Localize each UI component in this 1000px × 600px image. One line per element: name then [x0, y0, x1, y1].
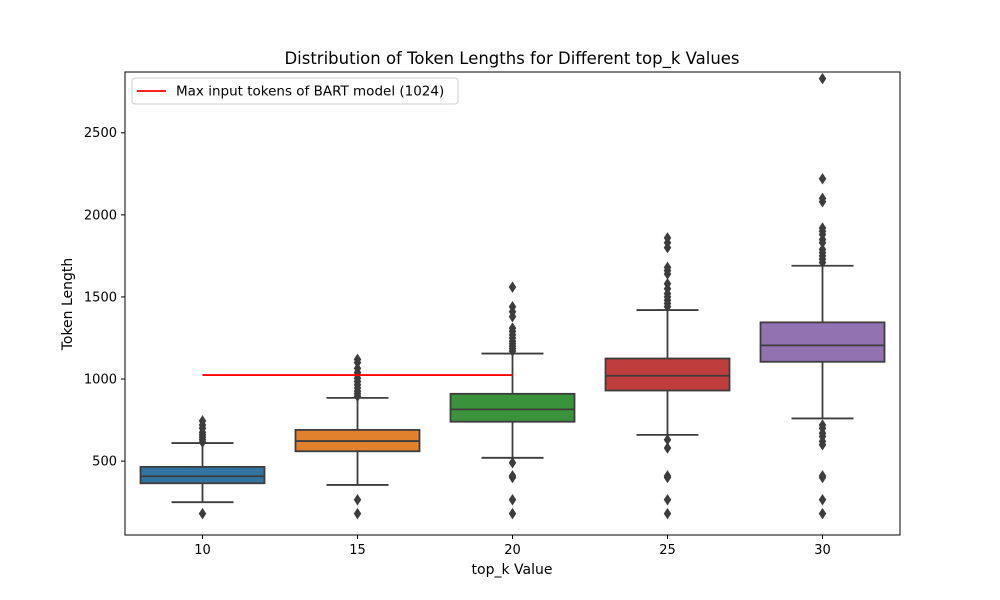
box-group — [139, 415, 266, 520]
outlier-point — [818, 419, 827, 431]
x-tick-label: 20 — [504, 543, 521, 558]
outlier-point — [663, 493, 672, 506]
x-tick-label: 10 — [194, 543, 211, 558]
outlier-point — [818, 243, 827, 256]
box-group — [294, 353, 421, 520]
outlier-point — [818, 507, 827, 520]
y-tick-label: 1500 — [84, 290, 117, 305]
outlier-point — [663, 470, 672, 482]
box-group — [759, 72, 886, 520]
box — [449, 392, 576, 423]
y-tick-label: 1000 — [84, 373, 117, 388]
y-axis-label: Token Length — [60, 258, 76, 352]
outlier-point — [818, 192, 827, 205]
outlier-point — [353, 353, 362, 366]
y-tick-label: 2000 — [84, 208, 117, 223]
y-tick-label: 500 — [92, 455, 117, 470]
box — [759, 321, 886, 363]
outlier-point — [353, 493, 362, 506]
y-tick-label: 2500 — [84, 126, 117, 141]
outlier-point — [818, 493, 827, 506]
outlier-point — [663, 442, 672, 454]
box-group — [449, 281, 576, 520]
outlier-point — [508, 301, 517, 313]
outlier-point — [198, 415, 207, 427]
outlier-point — [818, 470, 827, 482]
legend-frame — [131, 77, 459, 105]
outlier-point — [508, 281, 517, 293]
outlier-point — [663, 507, 672, 520]
y-axis: 500 1000 1500 2000 2500 — [84, 126, 125, 470]
outlier-point — [818, 172, 827, 185]
x-axis-label: top_k Value — [472, 562, 553, 578]
outlier-point — [663, 434, 672, 446]
x-tick-label: 25 — [659, 543, 676, 558]
x-tick-label: 15 — [349, 543, 366, 558]
plot-content — [139, 72, 886, 520]
box-group — [604, 232, 731, 520]
outlier-point — [198, 507, 207, 520]
outlier-point — [508, 457, 517, 469]
outlier-point — [508, 322, 517, 334]
outlier-point — [663, 261, 672, 274]
outlier-point — [818, 72, 827, 85]
box — [604, 357, 731, 392]
legend-label: Max input tokens of BART model (1024) — [176, 84, 444, 100]
outlier-point — [508, 493, 517, 506]
chart-title: Distribution of Token Lengths for Differ… — [284, 49, 739, 69]
outlier-point — [663, 278, 672, 290]
box — [139, 465, 266, 485]
outlier-point — [663, 232, 672, 244]
outlier-point — [353, 507, 362, 520]
outlier-point — [508, 470, 517, 482]
outlier-point — [818, 222, 827, 234]
x-tick-label: 30 — [814, 543, 831, 558]
outlier-point — [508, 507, 517, 520]
x-axis: 10 15 20 25 30 — [194, 535, 831, 558]
legend: Max input tokens of BART model (1024) — [131, 77, 459, 105]
